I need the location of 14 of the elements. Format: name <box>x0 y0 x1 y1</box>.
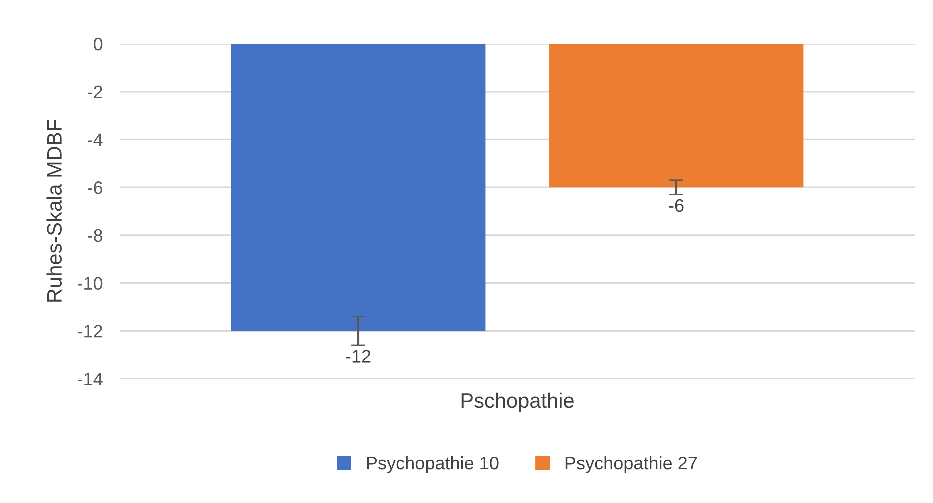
legend-label: Psychopathie 27 <box>566 456 698 474</box>
y-tick-label: -6 <box>88 182 103 194</box>
y-tick-label: -8 <box>88 229 103 242</box>
y-axis-title: Ruhes-Skala MDBF <box>46 120 62 302</box>
data-label: -12 <box>346 350 371 363</box>
y-tick-label: -2 <box>88 86 102 98</box>
y-tick-label: -12 <box>78 325 102 338</box>
y-tick-label: -4 <box>88 134 103 146</box>
y-tick-label: -10 <box>78 277 103 290</box>
legend-label: Psychopathie 10 <box>367 456 499 474</box>
x-tick-label: Pschopathie <box>462 392 574 412</box>
data-label: -6 <box>669 199 684 212</box>
y-tick-label: 0 <box>94 38 103 51</box>
y-tick-label: -14 <box>78 373 103 386</box>
